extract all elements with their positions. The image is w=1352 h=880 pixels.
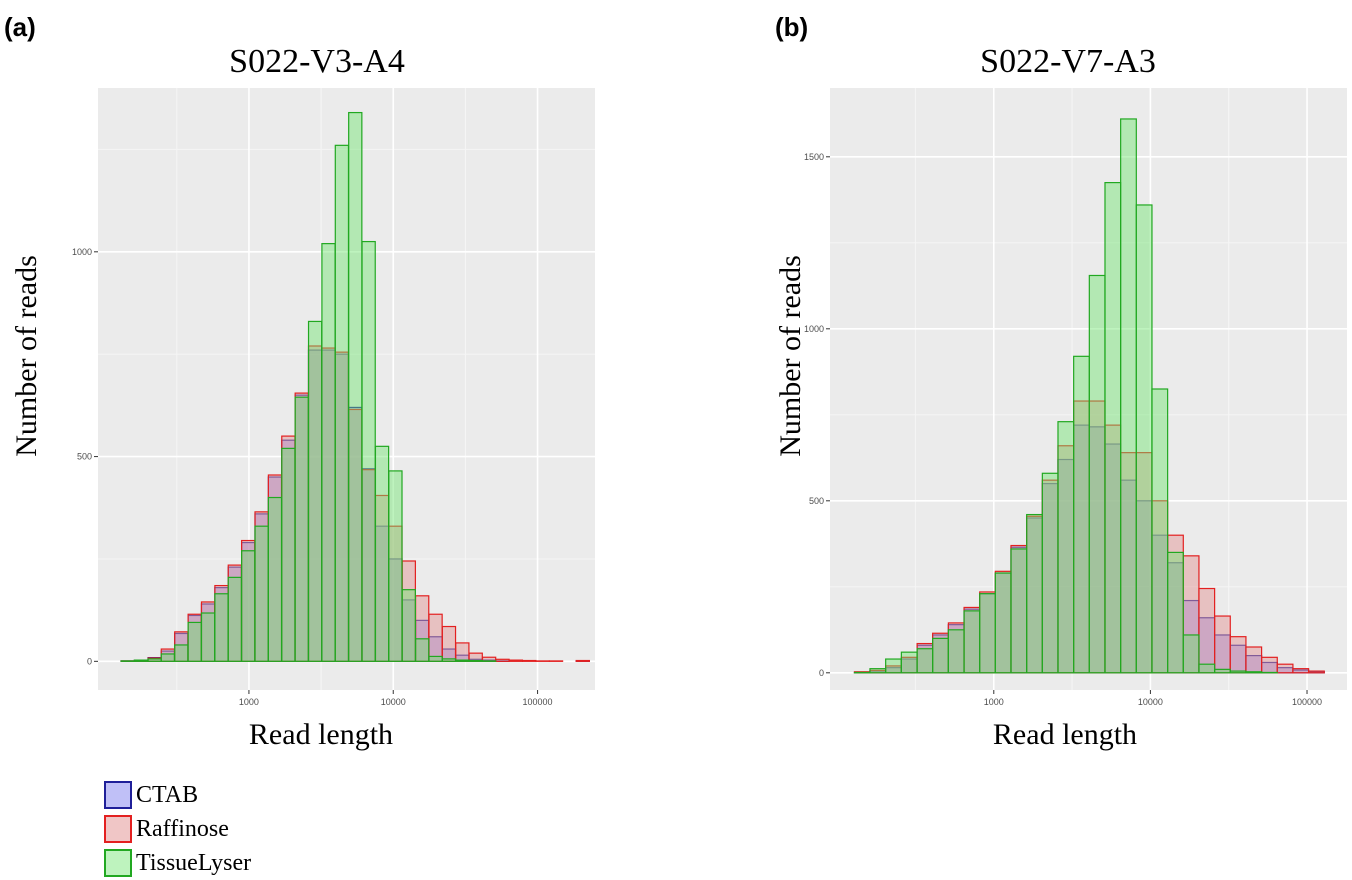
y-tick-label-0: 0 [819, 668, 824, 678]
bar-tissuelyser-8 [228, 577, 241, 661]
bar-tissuelyser-7 [215, 594, 228, 662]
bar-tissuelyser-11 [268, 498, 281, 662]
bar-tissuelyser-12 [282, 448, 295, 661]
y-tick-label-3: 1500 [804, 152, 824, 162]
bar-tissuelyser-12 [1042, 473, 1058, 673]
bar-tissuelyser-19 [1152, 389, 1168, 673]
bar-tissuelyser-18 [1136, 205, 1152, 673]
legend-item-ctab: CTAB [104, 778, 251, 812]
bar-tissuelyser-17 [1121, 119, 1137, 673]
legend-item-raffinose: Raffinose [104, 812, 251, 846]
panel-a-label: (a) [4, 12, 36, 42]
bar-raffinose-24 [442, 627, 455, 662]
bar-raffinose-30 [523, 661, 536, 662]
bar-raffinose-26 [1262, 657, 1278, 672]
x-tick-label-2: 100000 [523, 697, 553, 707]
bar-tissuelyser-13 [1058, 422, 1074, 673]
bar-raffinose-23 [429, 614, 442, 661]
bar-tissuelyser-9 [242, 551, 255, 662]
y-tick-label-0: 0 [87, 656, 92, 666]
bar-raffinose-22 [1199, 589, 1215, 673]
bar-tissuelyser-15 [322, 244, 335, 662]
panel-b-x-axis-label: Read length [993, 718, 1137, 751]
bar-tissuelyser-1 [134, 660, 147, 661]
bar-raffinose-28 [496, 659, 509, 661]
y-tick-label-1: 500 [77, 452, 92, 462]
y-tick-label-1: 500 [809, 496, 824, 506]
bar-tissuelyser-20 [389, 471, 402, 661]
bar-tissuelyser-16 [335, 145, 348, 661]
bar-tissuelyser-19 [375, 446, 388, 661]
legend: CTAB Raffinose TissueLyser [104, 778, 251, 880]
bar-raffinose-29 [1309, 671, 1325, 673]
bar-tissuelyser-4 [917, 649, 933, 673]
bar-tissuelyser-22 [1199, 664, 1215, 673]
legend-swatch-ctab [104, 781, 132, 809]
bar-tissuelyser-2 [886, 659, 902, 673]
bar-tissuelyser-26 [469, 661, 482, 662]
panel-a: (a) S022-V3-A4 1000 10000 100000 0 500 1000 R… [4, 12, 595, 751]
bar-tissuelyser-5 [188, 622, 201, 661]
legend-label-ctab: CTAB [136, 782, 198, 809]
x-tick-label-1: 10000 [381, 697, 406, 707]
bar-tissuelyser-17 [349, 113, 362, 662]
x-tick-label-1: 10000 [1138, 697, 1163, 707]
bar-tissuelyser-9 [995, 573, 1011, 673]
bar-tissuelyser-3 [901, 652, 917, 673]
bar-raffinose-25 [456, 643, 469, 661]
bar-raffinose-34 [576, 661, 589, 662]
bar-tissuelyser-3 [161, 654, 174, 661]
bar-tissuelyser-16 [1105, 183, 1121, 673]
bar-tissuelyser-23 [429, 656, 442, 661]
panel-b-y-axis-label: Number of reads [774, 255, 807, 457]
x-tick-label-0: 1000 [984, 697, 1004, 707]
bar-tissuelyser-15 [1089, 275, 1105, 672]
bar-raffinose-23 [1215, 616, 1231, 673]
bar-tissuelyser-18 [362, 242, 375, 662]
legend-item-tissuelyser: TissueLyser [104, 846, 251, 880]
bar-tissuelyser-23 [1215, 669, 1231, 672]
bar-tissuelyser-24 [442, 659, 455, 661]
y-tick-label-2: 1000 [72, 247, 92, 257]
bar-tissuelyser-25 [456, 660, 469, 661]
bar-tissuelyser-7 [964, 611, 980, 673]
x-tick-label-0: 1000 [239, 697, 259, 707]
panel-a-y-axis-label: Number of reads [10, 255, 43, 457]
bar-tissuelyser-14 [309, 321, 322, 661]
bar-raffinose-24 [1230, 637, 1246, 673]
bar-tissuelyser-1 [870, 669, 886, 673]
legend-label-tissuelyser: TissueLyser [136, 850, 251, 877]
panel-a-x-axis-label: Read length [249, 718, 393, 751]
bar-raffinose-25 [1246, 647, 1262, 673]
bar-tissuelyser-13 [295, 397, 308, 661]
bar-tissuelyser-21 [1183, 635, 1199, 673]
bar-tissuelyser-6 [948, 630, 964, 673]
bar-raffinose-28 [1293, 669, 1309, 673]
panel-a-title: S022-V3-A4 [229, 43, 405, 80]
x-tick-label-2: 100000 [1292, 697, 1322, 707]
bar-tissuelyser-2 [148, 659, 161, 661]
bar-tissuelyser-8 [980, 594, 996, 673]
bar-tissuelyser-22 [416, 639, 429, 662]
bar-raffinose-29 [509, 660, 522, 661]
bar-tissuelyser-24 [1230, 671, 1246, 673]
panel-b-label: (b) [775, 12, 808, 42]
legend-swatch-tissuelyser [104, 849, 132, 877]
bar-tissuelyser-14 [1074, 356, 1090, 672]
bar-tissuelyser-4 [175, 645, 188, 661]
bar-raffinose-27 [1277, 664, 1293, 673]
bar-tissuelyser-10 [255, 526, 268, 661]
bar-tissuelyser-20 [1168, 552, 1184, 672]
bar-tissuelyser-11 [1027, 515, 1043, 673]
bar-tissuelyser-21 [402, 590, 415, 662]
legend-label-raffinose: Raffinose [136, 816, 229, 843]
bar-tissuelyser-5 [933, 638, 949, 672]
bar-tissuelyser-10 [1011, 549, 1027, 673]
panel-b-title: S022-V7-A3 [980, 43, 1156, 80]
bar-tissuelyser-25 [1246, 672, 1262, 673]
bar-tissuelyser-6 [201, 613, 214, 661]
legend-swatch-raffinose [104, 815, 132, 843]
